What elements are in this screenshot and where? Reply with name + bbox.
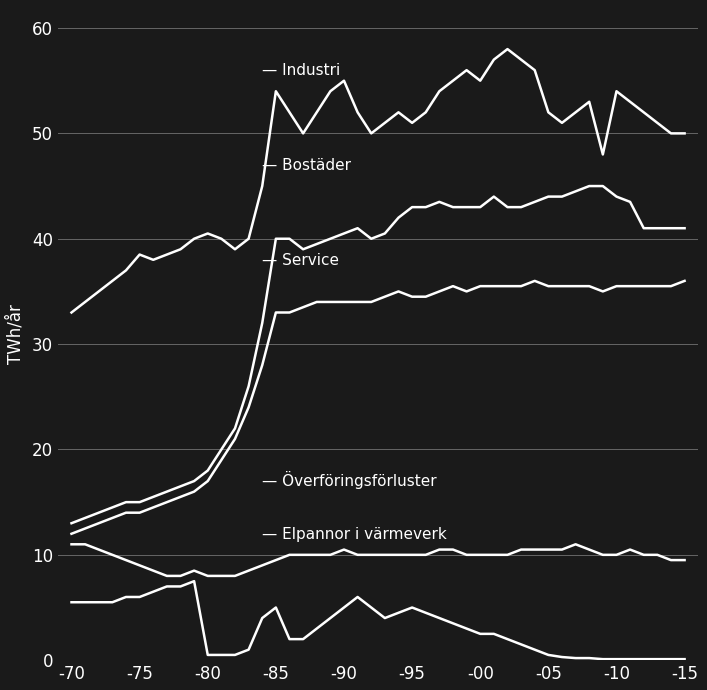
Text: — Elpannor i värmeverk: — Elpannor i värmeverk (262, 527, 447, 542)
Text: — Service: — Service (262, 253, 339, 268)
Y-axis label: TWh/år: TWh/år (7, 304, 25, 364)
Text: — Bostäder: — Bostäder (262, 158, 351, 173)
Text: — Överföringsförluster: — Överföringsförluster (262, 471, 437, 489)
Text: — Industri: — Industri (262, 63, 341, 79)
